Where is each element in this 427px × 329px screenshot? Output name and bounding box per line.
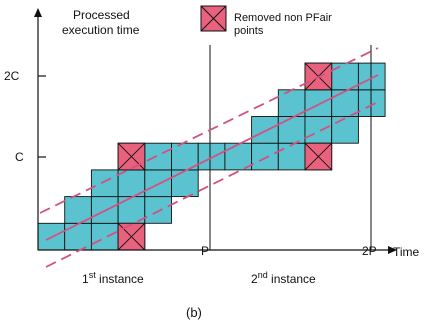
y-axis-label-line2: execution time bbox=[62, 23, 140, 37]
legend-label-line1: Removed non PFair bbox=[234, 12, 332, 24]
execution-cell bbox=[304, 89, 333, 117]
execution-cell bbox=[144, 196, 172, 224]
execution-cell bbox=[357, 62, 386, 91]
execution-cell bbox=[331, 116, 359, 144]
removed-point bbox=[117, 222, 146, 251]
execution-cell bbox=[171, 142, 199, 171]
upper-lag-bound bbox=[39, 47, 379, 214]
execution-cell bbox=[64, 222, 92, 251]
instance-1-text: instance bbox=[96, 272, 144, 286]
execution-cells bbox=[37, 62, 386, 251]
removed-point bbox=[117, 142, 146, 171]
y-tick-2c: 2C bbox=[4, 69, 20, 83]
execution-cell bbox=[277, 142, 306, 171]
instance-1-ordinal: st bbox=[89, 270, 97, 280]
execution-cell bbox=[251, 116, 279, 144]
instance-1-label: 1st instance bbox=[82, 270, 144, 286]
execution-cell bbox=[90, 222, 119, 251]
legend: Removed non PFair points bbox=[200, 5, 332, 37]
execution-cell bbox=[197, 142, 226, 171]
execution-cell bbox=[331, 89, 359, 117]
y-axis-label-line1: Processed bbox=[73, 8, 130, 22]
x-tick-2p: 2P bbox=[362, 244, 377, 258]
execution-cell bbox=[357, 89, 386, 117]
execution-cell bbox=[304, 116, 333, 144]
execution-cell bbox=[251, 142, 279, 171]
x-axis-label: Time bbox=[393, 245, 420, 259]
execution-cell bbox=[277, 116, 306, 144]
execution-cell bbox=[224, 142, 253, 171]
execution-cell bbox=[90, 169, 119, 198]
legend-label-line2: points bbox=[234, 25, 264, 37]
execution-cell bbox=[171, 169, 199, 198]
instance-2-label: 2nd instance bbox=[251, 270, 316, 286]
legend-removed-swatch bbox=[200, 5, 227, 32]
ideal-rate-line bbox=[45, 74, 379, 241]
lower-lag-bound bbox=[45, 101, 379, 268]
figure-caption: (b) bbox=[186, 305, 202, 320]
instance-2-ordinal: nd bbox=[258, 270, 268, 280]
instance-2-number: 2 bbox=[251, 272, 258, 286]
x-tick-p: P bbox=[201, 244, 209, 258]
execution-cell bbox=[144, 169, 172, 198]
removed-point bbox=[304, 142, 333, 171]
instance-2-text: instance bbox=[268, 272, 316, 286]
y-tick-c: C bbox=[15, 150, 24, 164]
instance-1-number: 1 bbox=[82, 272, 89, 286]
execution-cell bbox=[144, 142, 172, 171]
execution-cell bbox=[277, 89, 306, 117]
